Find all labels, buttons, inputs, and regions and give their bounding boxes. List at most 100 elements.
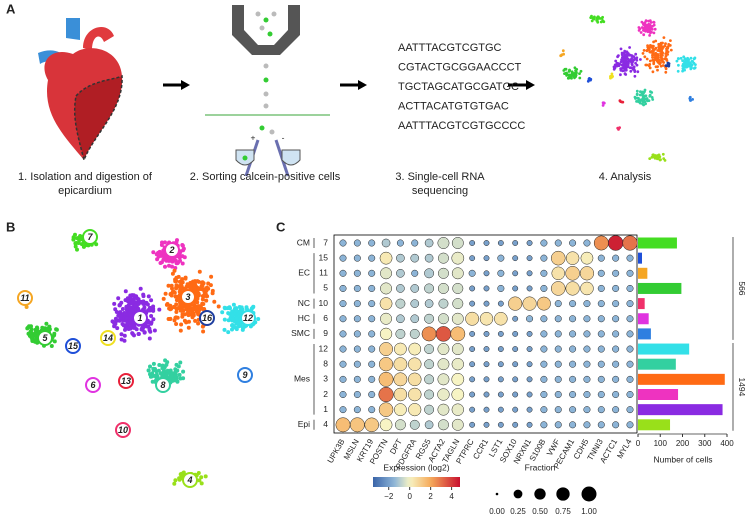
- expression-dot: [497, 406, 504, 413]
- expression-dot: [597, 315, 605, 323]
- cell-point: [669, 48, 673, 52]
- cell-point: [178, 308, 183, 313]
- expression-dot: [597, 390, 605, 399]
- expression-dot: [622, 235, 638, 251]
- cell-point: [635, 89, 639, 93]
- cell-point: [167, 263, 171, 268]
- cell-point: [146, 368, 151, 373]
- expression-dot: [378, 371, 394, 387]
- cell-point: [179, 282, 184, 287]
- expression-dot: [408, 342, 422, 356]
- cell-point: [138, 286, 143, 291]
- cell-point: [650, 44, 654, 48]
- cell-point: [661, 41, 664, 45]
- cell-point: [660, 56, 664, 60]
- cell-point: [655, 155, 659, 159]
- cluster-badge: [199, 310, 215, 326]
- cell-point: [646, 30, 650, 34]
- cell-point: [570, 71, 574, 75]
- expression-dot: [469, 391, 476, 398]
- droplet: [267, 31, 273, 37]
- cell-point: [73, 232, 77, 237]
- cell-point: [24, 305, 29, 309]
- expression-dot: [540, 406, 548, 414]
- cell-point: [656, 68, 659, 72]
- cell-point: [652, 153, 655, 157]
- cell-point: [181, 246, 186, 251]
- cell-point: [590, 14, 593, 18]
- expression-dot: [437, 403, 450, 416]
- expression-dot: [368, 315, 376, 323]
- cell-point: [125, 326, 130, 331]
- cell-point: [638, 93, 642, 97]
- step-label: 4. Analysis: [599, 171, 652, 183]
- expression-dot: [626, 375, 634, 383]
- expression-dot: [540, 315, 548, 323]
- colorbar: [373, 477, 460, 487]
- expression-dot: [380, 282, 392, 295]
- cell-point: [669, 39, 672, 42]
- cell-point: [151, 373, 156, 378]
- expression-dot: [450, 326, 466, 342]
- size-legend-label: 0.00: [489, 507, 505, 516]
- cell-point: [651, 53, 655, 57]
- cell-point: [602, 101, 605, 105]
- expression-dot: [612, 330, 620, 338]
- cluster-badge: [17, 290, 33, 306]
- cell-point: [642, 49, 646, 52]
- cell-point: [648, 48, 651, 52]
- expression-dot: [353, 300, 361, 308]
- expression-dot: [339, 330, 347, 338]
- expression-dot: [540, 254, 548, 262]
- expression-dot: [497, 391, 504, 398]
- cell-point: [578, 76, 582, 80]
- step-label: 1. Isolation and digestion of: [18, 171, 153, 183]
- expression-dot: [626, 330, 634, 338]
- cell-point: [661, 51, 664, 55]
- cluster-badge: [155, 377, 171, 393]
- cell-point: [133, 303, 138, 308]
- expression-dot: [424, 268, 435, 279]
- expression-dot: [526, 330, 533, 337]
- cell-point: [173, 294, 178, 299]
- cell-point: [654, 65, 658, 69]
- cell-point: [656, 60, 660, 64]
- size-legend-dot: [513, 489, 523, 499]
- cell-point: [652, 23, 656, 27]
- expression-dot: [339, 360, 347, 368]
- expression-dot: [451, 418, 464, 431]
- expression-dot: [569, 315, 577, 323]
- cluster-label: 1: [137, 313, 142, 323]
- cell-point: [642, 99, 645, 103]
- cell-point: [685, 65, 688, 69]
- cell-point: [76, 241, 81, 245]
- expression-dot: [353, 360, 361, 368]
- bar: [638, 237, 677, 249]
- cell-point: [168, 316, 173, 321]
- bar: [638, 358, 676, 370]
- cluster-label: 9: [242, 370, 247, 380]
- cell-point: [689, 67, 693, 71]
- cell-point: [688, 95, 692, 99]
- expression-dot: [626, 254, 634, 262]
- cell-point: [613, 66, 617, 70]
- group-label: NC: [298, 298, 310, 308]
- cell-point: [637, 26, 641, 29]
- cell-point: [620, 58, 623, 61]
- cell-point: [180, 277, 185, 282]
- expression-dot: [540, 345, 548, 353]
- arrow-head: [181, 80, 190, 90]
- expression-dot: [583, 406, 591, 414]
- expression-dot: [569, 239, 577, 247]
- cluster-label: 15: [68, 341, 79, 351]
- colorbar-tick-label: 4: [449, 492, 454, 501]
- expression-dot: [554, 330, 562, 338]
- cluster-badge: [132, 310, 148, 326]
- expression-dot: [421, 326, 437, 342]
- expression-dot: [339, 406, 347, 414]
- cell-point: [206, 281, 211, 286]
- cell-point: [173, 370, 178, 375]
- expression-dot: [437, 267, 449, 279]
- cell-point: [648, 66, 652, 70]
